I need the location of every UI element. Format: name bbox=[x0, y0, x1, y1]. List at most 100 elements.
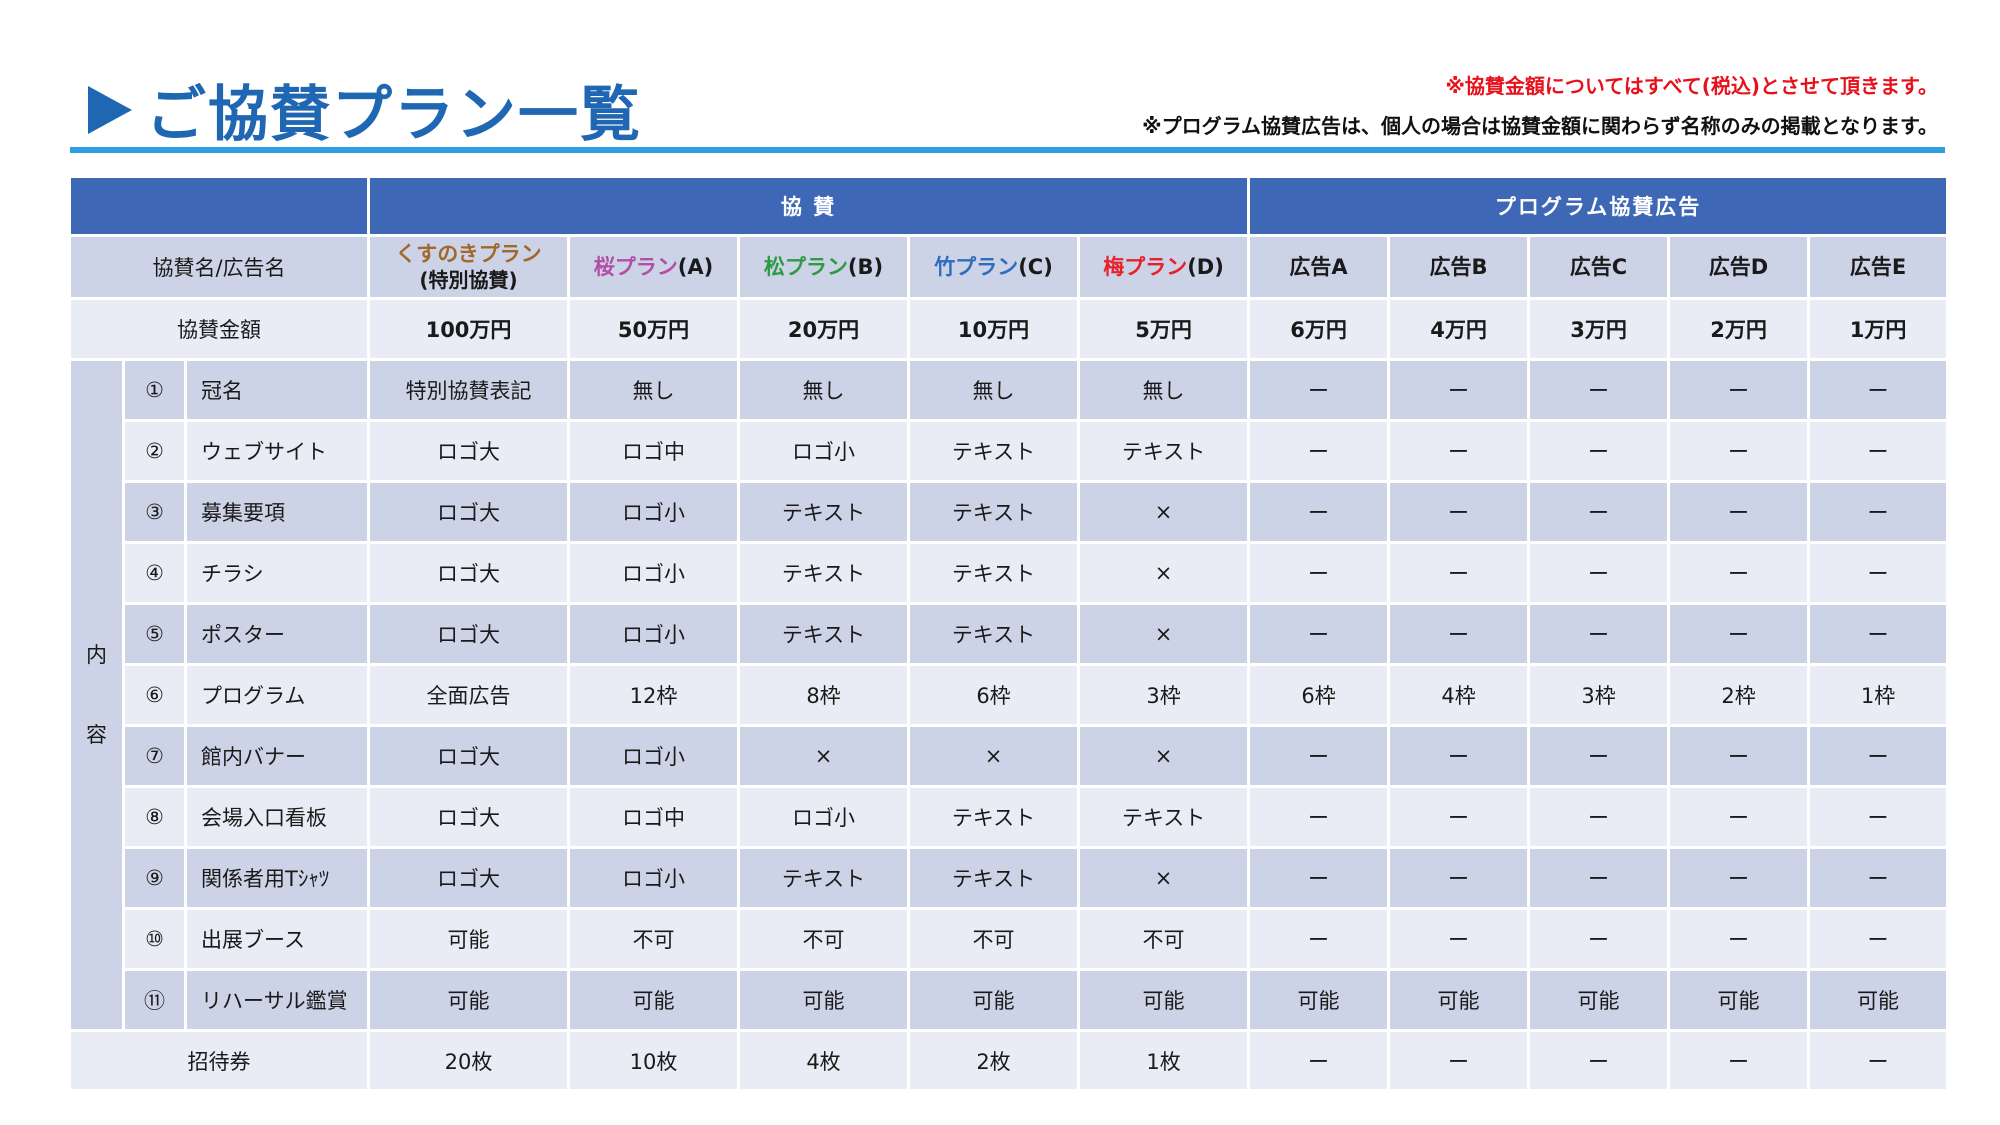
header-corner-cell bbox=[71, 178, 367, 234]
plan-ume-title: 梅プラン bbox=[1103, 255, 1188, 279]
table-cell: 不可 bbox=[1080, 910, 1248, 968]
individual-note: ※プログラム協賛広告は、個人の場合は協賛金額に関わらず名称のみの掲載となります。 bbox=[1142, 114, 1938, 138]
page-title: ご協賛プラン一覧 bbox=[146, 80, 642, 150]
table-cell: ロゴ小 bbox=[570, 727, 737, 785]
table-cell: × bbox=[1080, 727, 1248, 785]
table-cell: ロゴ大 bbox=[370, 422, 567, 480]
table-cell: 無し bbox=[910, 361, 1077, 419]
table-row: ⑪ リハーサル鑑賞 可能 可能 可能 可能 可能 可能 可能 可能 可能 可能 bbox=[71, 971, 1947, 1029]
table-row: ② ウェブサイト ロゴ大 ロゴ中 ロゴ小 テキスト テキストーーーーー bbox=[71, 422, 1947, 480]
table-cell: ー bbox=[1810, 910, 1947, 968]
table-cell: ー bbox=[1810, 605, 1947, 663]
table-cell: ー bbox=[1250, 849, 1388, 907]
table-cell: ー bbox=[1250, 727, 1388, 785]
plan-kusunoki-price: 100万円 bbox=[370, 300, 567, 358]
ad-b-price: 4万円 bbox=[1390, 300, 1528, 358]
plan-matsu-price: 20万円 bbox=[740, 300, 907, 358]
page-title-group: ご協賛プラン一覧 bbox=[88, 66, 642, 153]
table-cell: テキスト bbox=[740, 605, 907, 663]
plan-kusunoki-name: くすのきプラン (特別協賛) bbox=[370, 237, 567, 297]
table-cell: テキスト bbox=[910, 483, 1077, 541]
table-cell: ー bbox=[1810, 1032, 1947, 1089]
item-label: 会場入口看板 bbox=[187, 788, 367, 846]
table-cell: ー bbox=[1530, 788, 1668, 846]
table-cell: ー bbox=[1530, 544, 1668, 602]
table-row: ⑧ 会場入口看板 ロゴ大 ロゴ中 ロゴ小 テキスト テキストーーーーー bbox=[71, 788, 1947, 846]
table-cell: 可能 bbox=[740, 971, 907, 1029]
table-cell: ロゴ中 bbox=[570, 422, 737, 480]
plan-matsu-suffix: (B) bbox=[847, 255, 884, 279]
table-cell: テキスト bbox=[910, 788, 1077, 846]
item-number: ⑤ bbox=[125, 605, 184, 663]
table-cell: ー bbox=[1670, 483, 1808, 541]
plan-matsu-name: 松プラン(B) bbox=[740, 237, 907, 297]
item-label: リハーサル鑑賞 bbox=[187, 971, 367, 1029]
item-number: ⑪ bbox=[125, 971, 184, 1029]
table-cell: 2枚 bbox=[910, 1032, 1077, 1089]
table-cell: 可能 bbox=[370, 910, 567, 968]
ad-e-name: 広告E bbox=[1810, 237, 1947, 297]
table-cell: 12枠 bbox=[570, 666, 737, 724]
item-label: 冠名 bbox=[187, 361, 367, 419]
table-cell: 10枚 bbox=[570, 1032, 737, 1089]
item-label: チラシ bbox=[187, 544, 367, 602]
table-cell: ー bbox=[1810, 422, 1947, 480]
table-cell: ー bbox=[1670, 849, 1808, 907]
table-cell: 無し bbox=[740, 361, 907, 419]
item-number: ⑨ bbox=[125, 849, 184, 907]
plan-kusunoki-sub: (特別協賛) bbox=[419, 268, 518, 292]
plan-ume-price: 5万円 bbox=[1080, 300, 1248, 358]
table-row: ④ チラシ ロゴ大 ロゴ小 テキスト テキスト × ーーーーー bbox=[71, 544, 1947, 602]
table-cell: 4枚 bbox=[740, 1032, 907, 1089]
table-cell: ロゴ小 bbox=[740, 788, 907, 846]
plan-ume-suffix: (D) bbox=[1187, 255, 1224, 279]
table-cell: テキスト bbox=[910, 544, 1077, 602]
table-cell: テキスト bbox=[910, 605, 1077, 663]
plan-name-row: 協賛名/広告名 くすのきプラン (特別協賛) 桜プラン(A) 松プラン(B) 竹… bbox=[71, 237, 1947, 297]
table-cell: ロゴ大 bbox=[370, 605, 567, 663]
plan-take-name: 竹プラン(C) bbox=[910, 237, 1077, 297]
plan-matsu-title: 松プラン bbox=[763, 255, 848, 279]
table-cell: 不可 bbox=[740, 910, 907, 968]
item-number: ④ bbox=[125, 544, 184, 602]
table-cell: ー bbox=[1670, 727, 1808, 785]
table-cell: 無し bbox=[1080, 361, 1248, 419]
table-cell: ー bbox=[1530, 605, 1668, 663]
table-cell: ー bbox=[1670, 1032, 1808, 1089]
table-cell: ー bbox=[1810, 483, 1947, 541]
table-cell: ー bbox=[1530, 361, 1668, 419]
table-cell: ー bbox=[1670, 422, 1808, 480]
table-cell: ー bbox=[1530, 849, 1668, 907]
title-divider bbox=[70, 147, 1945, 153]
table-cell: ロゴ小 bbox=[740, 422, 907, 480]
ad-e-price: 1万円 bbox=[1810, 300, 1947, 358]
item-label: 出展ブース bbox=[187, 910, 367, 968]
table-cell: ー bbox=[1670, 544, 1808, 602]
table-cell: ー bbox=[1670, 788, 1808, 846]
table-cell: × bbox=[1080, 605, 1248, 663]
table-cell: ー bbox=[1250, 483, 1388, 541]
table-cell: 6枠 bbox=[1250, 666, 1388, 724]
table-cell: ー bbox=[1250, 910, 1388, 968]
table-cell: ー bbox=[1390, 483, 1528, 541]
ticket-row: 招待券 20枚 10枚 4枚 2枚 1枚ーーーーー bbox=[71, 1032, 1947, 1089]
table-row: ⑥ プログラム 全面広告 12枠 8枠 6枠 3枠 6枠 4枠 3枠 2枠 1枠 bbox=[71, 666, 1947, 724]
table-cell: ー bbox=[1530, 910, 1668, 968]
table-cell: ロゴ大 bbox=[370, 788, 567, 846]
plan-take-title: 竹プラン bbox=[934, 255, 1019, 279]
table-cell: 3枠 bbox=[1080, 666, 1248, 724]
table-cell: 可能 bbox=[1670, 971, 1808, 1029]
plan-sakura-suffix: (A) bbox=[677, 255, 714, 279]
table-cell: ー bbox=[1390, 788, 1528, 846]
table-cell: テキスト bbox=[1080, 788, 1248, 846]
table-cell: ー bbox=[1670, 361, 1808, 419]
ad-d-name: 広告D bbox=[1670, 237, 1808, 297]
table-cell: 可能 bbox=[1390, 971, 1528, 1029]
table-cell: × bbox=[740, 727, 907, 785]
item-number: ① bbox=[125, 361, 184, 419]
table-cell: テキスト bbox=[910, 422, 1077, 480]
table-cell: ロゴ小 bbox=[570, 849, 737, 907]
table-cell: テキスト bbox=[910, 849, 1077, 907]
table-row: ⑦ 館内バナー ロゴ大 ロゴ小 × × × ーーーーー bbox=[71, 727, 1947, 785]
item-number: ⑩ bbox=[125, 910, 184, 968]
